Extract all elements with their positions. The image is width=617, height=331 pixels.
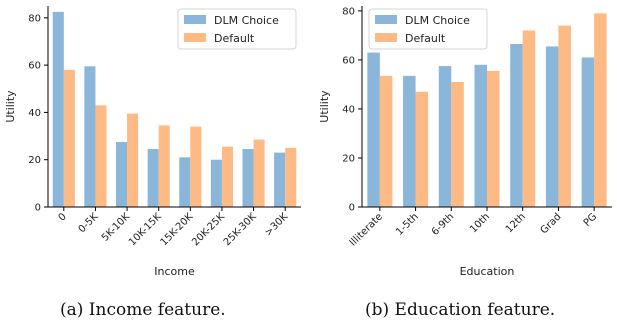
default-bar — [190, 126, 202, 207]
default-bar — [487, 70, 500, 208]
dlm-choice-bar — [581, 57, 595, 208]
default-bar — [415, 91, 429, 207]
x-tick-label: 20K-25K — [190, 211, 227, 248]
default-bar — [253, 139, 265, 207]
dlm-choice-bar — [115, 141, 128, 207]
default-bar — [127, 113, 139, 207]
y-tick-label: 80 — [342, 6, 355, 17]
default-bar — [285, 147, 297, 207]
legend-swatch — [184, 33, 206, 42]
y-axis-label: Utility — [318, 90, 331, 123]
default-bar — [379, 75, 393, 207]
dlm-choice-bar — [403, 75, 416, 207]
dlm-choice-bar — [367, 52, 380, 207]
x-axis-label: Income — [154, 265, 195, 278]
dlm-choice-bar — [274, 152, 286, 207]
dlm-choice-bar — [242, 149, 254, 207]
x-tick-label: Illiterate — [348, 211, 385, 248]
default-bar — [451, 81, 464, 207]
education-chart: 0 20 40 60 80 Illiterate 1-5th 6-9th 10th 12th Gra… — [318, 6, 612, 278]
default-bar — [95, 105, 107, 207]
x-tick-label: 1-5th — [394, 211, 421, 238]
dlm-choice-bar — [52, 11, 64, 207]
y-tick-label: 60 — [28, 61, 41, 72]
x-tick-label: 0-5K — [77, 211, 101, 235]
y-tick-label: 40 — [342, 104, 355, 115]
x-tick-label: 12th — [504, 211, 528, 235]
y-tick-label: 0 — [349, 203, 355, 214]
x-axis-label: Education — [460, 265, 515, 278]
dlm-choice-bar — [147, 149, 159, 207]
legend-swatch — [375, 15, 397, 24]
legend-swatch — [184, 15, 206, 24]
legend-label: DLM Choice — [214, 14, 279, 27]
y-tick-label: 80 — [28, 13, 41, 24]
legend-swatch — [375, 33, 397, 42]
dlm-choice-bar — [474, 64, 487, 207]
y-tick-label: 40 — [28, 108, 41, 119]
x-tick-label: >30K — [263, 211, 291, 239]
legend: DLM Choice Default — [177, 8, 297, 50]
x-tick-label: 25K-30K — [222, 211, 259, 248]
x-tick-label: 0 — [57, 211, 69, 223]
default-bar — [63, 69, 75, 207]
legend-box — [368, 8, 488, 50]
x-tick-label: Grad — [539, 211, 564, 236]
x-tick-label: 15K-20K — [159, 211, 196, 248]
x-tick-label: 10K-15K — [127, 211, 164, 248]
legend-label: Default — [214, 32, 255, 45]
dlm-choice-bar — [510, 43, 523, 207]
default-bar — [558, 25, 571, 207]
legend-label: DLM Choice — [405, 14, 470, 27]
x-tick-label: PG — [582, 211, 600, 229]
y-tick-label: 20 — [342, 153, 355, 164]
x-tick-label: 10th — [468, 211, 492, 235]
y-tick-label: 20 — [28, 155, 41, 166]
default-bar — [522, 30, 536, 208]
dlm-choice-bar — [84, 66, 96, 207]
legend-box — [177, 8, 297, 50]
dlm-choice-bar — [210, 159, 222, 207]
legend-label: Default — [405, 32, 446, 45]
x-tick-label: 6-9th — [430, 211, 457, 238]
default-bar — [594, 13, 607, 207]
y-axis-label: Utility — [4, 90, 17, 123]
legend: DLM Choice Default — [368, 8, 488, 50]
education-caption: (b) Education feature. — [365, 300, 556, 320]
y-tick-label: 0 — [35, 203, 41, 214]
dlm-choice-bar — [545, 46, 559, 208]
y-tick-label: 60 — [342, 55, 355, 66]
default-bar — [221, 146, 234, 207]
dlm-choice-bar — [438, 66, 452, 207]
income-caption: (a) Income feature. — [60, 300, 226, 320]
dlm-choice-bar — [179, 157, 191, 207]
default-bar — [158, 125, 170, 207]
